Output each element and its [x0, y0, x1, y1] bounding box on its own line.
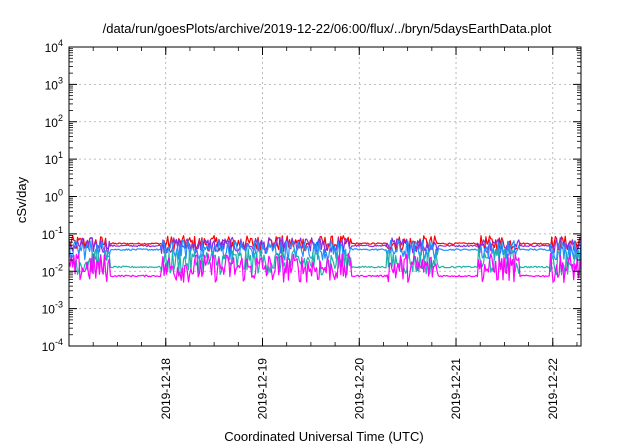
- x-tick-label: 2019-12-19: [256, 358, 270, 420]
- y-tick-label: 102: [45, 113, 63, 130]
- y-tick-label: 100: [45, 188, 63, 205]
- y-tick-label: 10-1: [42, 225, 63, 242]
- x-tick-label: 2019-12-20: [352, 358, 366, 420]
- x-tick-label: 2019-12-21: [449, 358, 463, 420]
- x-tick-label: 2019-12-22: [546, 358, 560, 420]
- x-tick-labels: 2019-12-18 2019-12-19 2019-12-20 2019-12-21…: [159, 358, 560, 420]
- y-tick-label: 104: [45, 38, 63, 55]
- y-tick-label: 10-4: [42, 337, 63, 354]
- y-tick-label: 10-3: [42, 300, 63, 317]
- series-line: [68, 236, 582, 254]
- y-tick-label: 10-2: [42, 262, 63, 279]
- chart-title: /data/run/goesPlots/archive/2019-12-22/0…: [103, 21, 552, 36]
- y-axis-label: cSv/day: [14, 176, 29, 223]
- y-tick-label: 103: [45, 75, 63, 92]
- y-tick-labels: 104 103 102 101 100 10-1 10-2 10-3 10-4: [42, 38, 63, 354]
- x-axis-label: Coordinated Universal Time (UTC): [224, 429, 423, 444]
- x-tick-label: 2019-12-18: [159, 358, 173, 420]
- series-line: [68, 235, 582, 252]
- series-group: [68, 235, 582, 284]
- y-tick-label: 101: [45, 150, 63, 167]
- series-line: [68, 252, 582, 284]
- ticks: [68, 46, 581, 347]
- grid: [69, 47, 581, 346]
